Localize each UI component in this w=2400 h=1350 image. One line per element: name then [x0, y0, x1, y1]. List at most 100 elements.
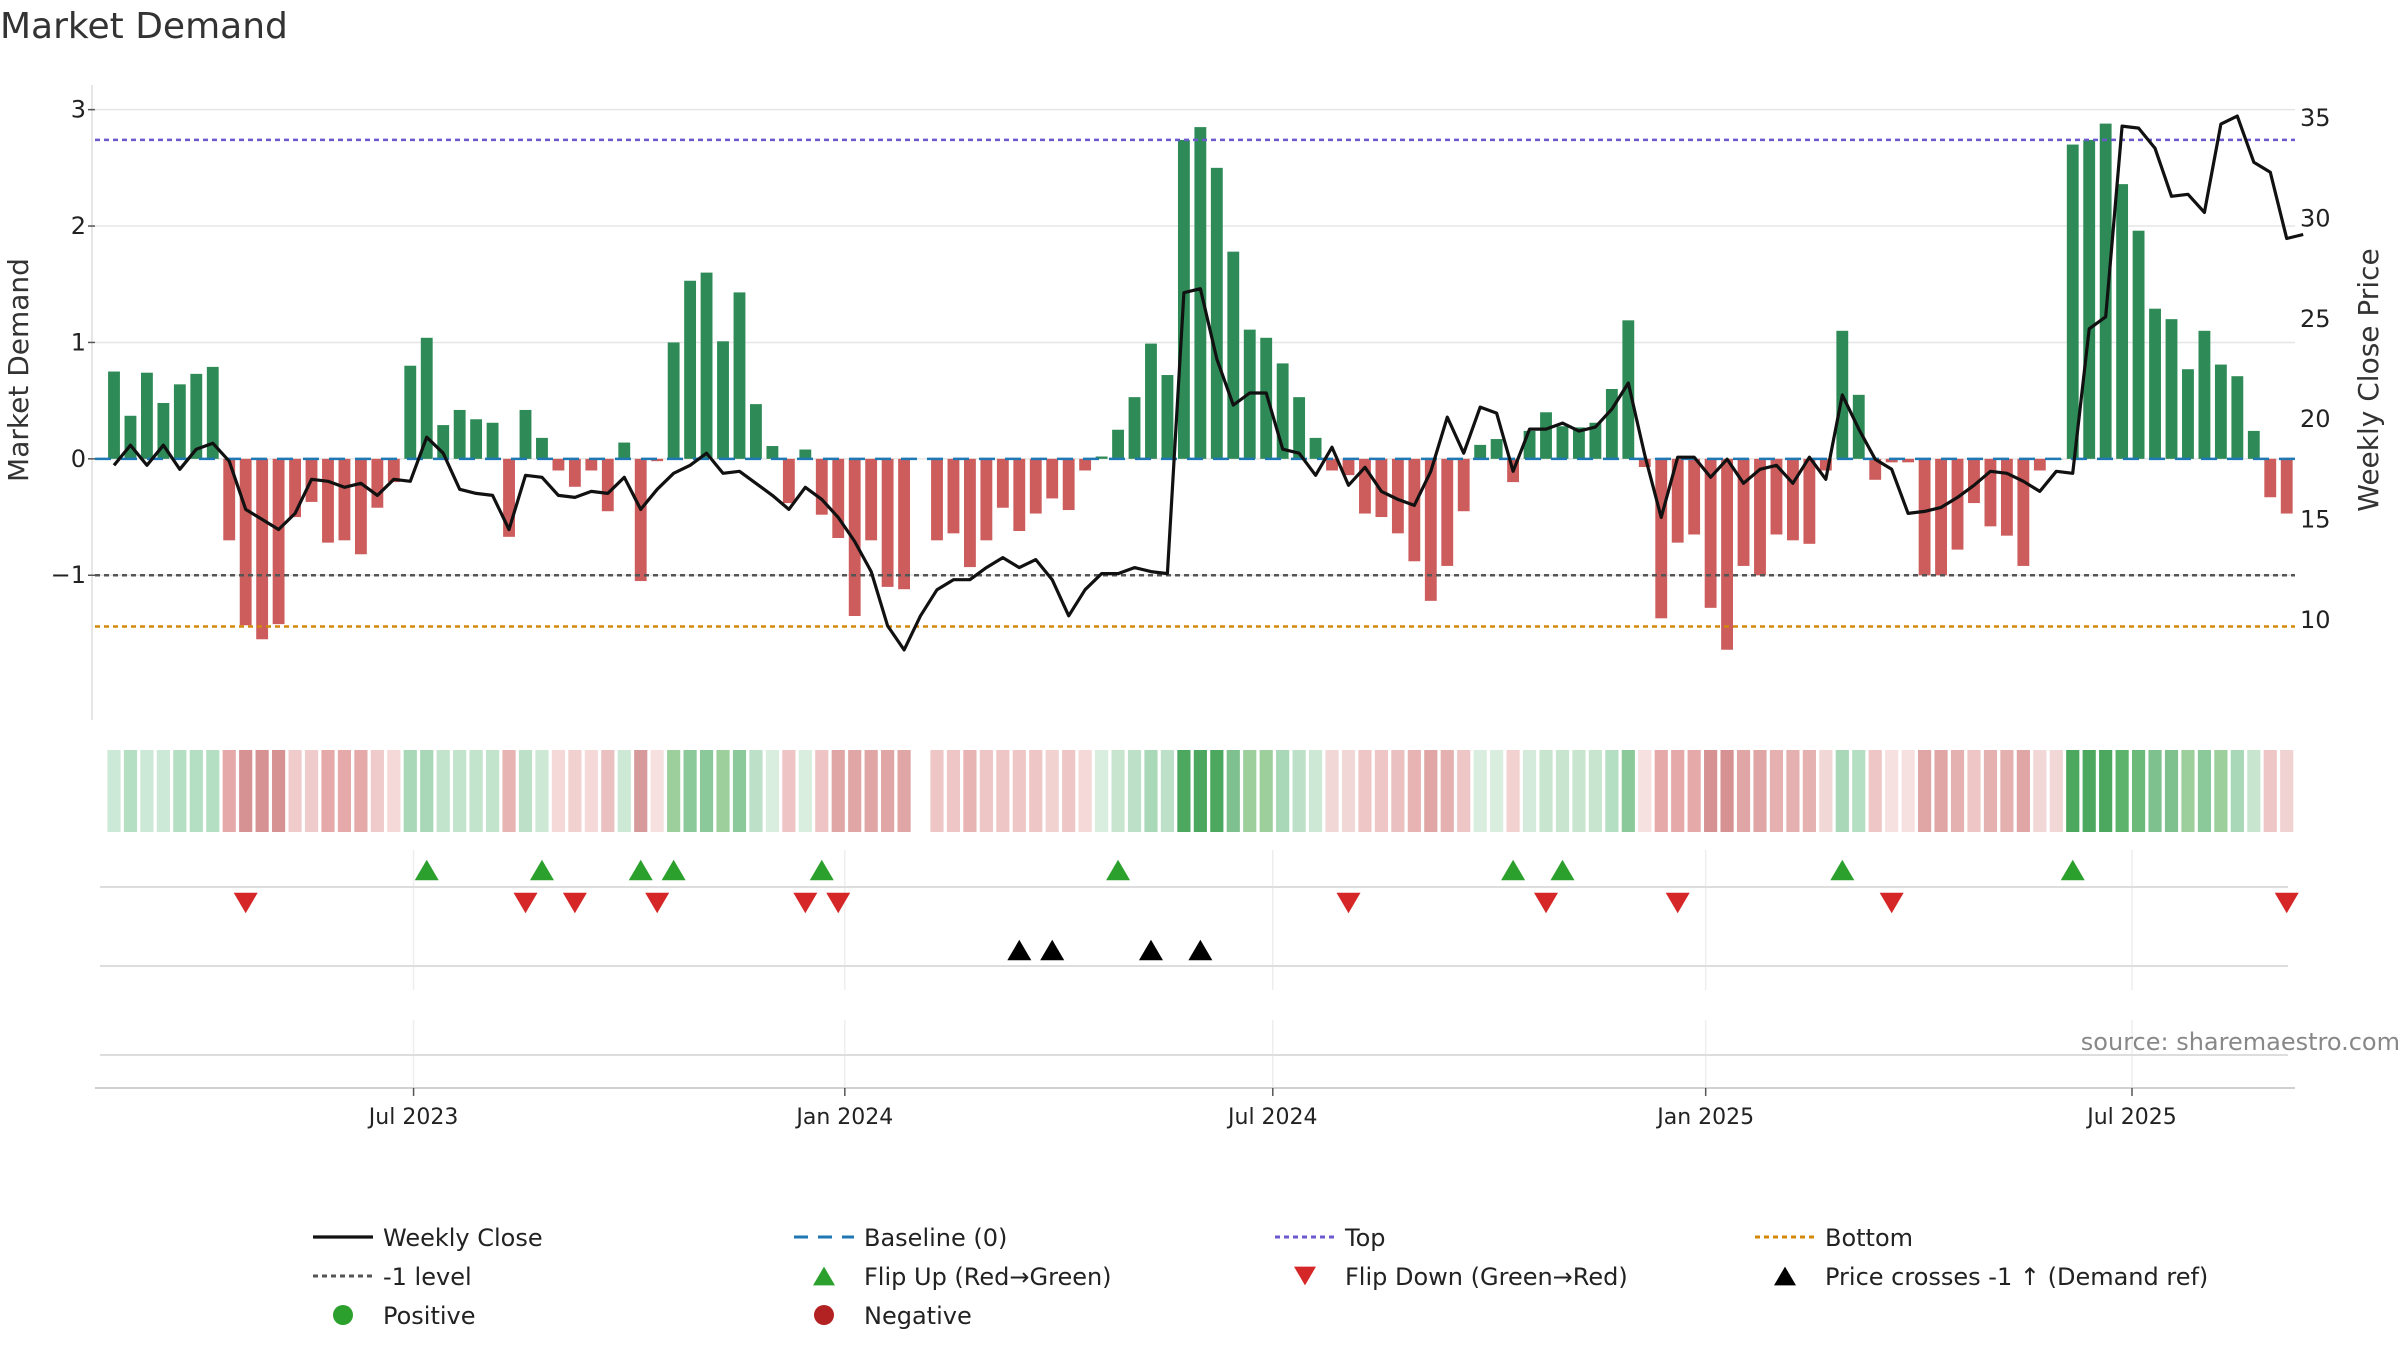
- strip-cell: [2230, 750, 2244, 832]
- demand-bar: [2116, 184, 2129, 459]
- demand-bar: [2149, 308, 2161, 459]
- demand-bar: [799, 449, 812, 459]
- price-cross-marker: [1040, 939, 1065, 961]
- strip-cell: [469, 750, 483, 832]
- flip-up-marker: [1550, 859, 1575, 881]
- demand-bar: [996, 458, 1009, 508]
- strip-cell: [1819, 750, 1833, 832]
- x-tick-label: Jan 2024: [794, 1105, 893, 1130]
- demand-bar: [536, 437, 548, 459]
- strip-cell: [1671, 750, 1685, 832]
- legend-label: Price crosses -1 ↑ (Demand ref): [1825, 1263, 2208, 1291]
- strip-cell: [107, 750, 121, 832]
- strip-cell: [765, 750, 779, 832]
- strip-cell: [1555, 750, 1570, 832]
- strip-cell: [1308, 750, 1323, 832]
- strip-cell: [140, 750, 154, 832]
- reference-levels: [95, 138, 2295, 628]
- strip-cell: [1473, 750, 1487, 832]
- strip-cell: [1210, 750, 1224, 832]
- flip-down-marker: [793, 892, 818, 914]
- legend-label: Flip Down (Green→Red): [1345, 1263, 1628, 1291]
- demand-bar: [190, 373, 203, 459]
- strip-cell: [749, 750, 763, 832]
- demand-bar: [1062, 458, 1075, 511]
- strip-cell: [370, 750, 384, 832]
- strip-cell: [1226, 750, 1240, 832]
- flip-up-marker: [1830, 859, 1855, 881]
- demand-bar: [1375, 458, 1388, 518]
- flip-up-marker: [414, 859, 439, 881]
- strip-cell: [2033, 750, 2047, 832]
- flip-down-marker: [233, 892, 258, 914]
- demand-bar: [1145, 343, 1157, 459]
- demand-bar: [1803, 458, 1816, 544]
- legend-label: -1 level: [383, 1263, 472, 1291]
- demand-bar: [503, 458, 515, 537]
- strip-cell: [2263, 750, 2277, 832]
- strip-cell: [1243, 750, 1257, 832]
- demand-bar: [2182, 369, 2194, 459]
- strip-cell: [1572, 750, 1586, 832]
- demand-bar: [865, 458, 878, 541]
- demand-bar: [108, 371, 120, 459]
- strip-cell: [1259, 750, 1273, 832]
- strip-cell: [502, 750, 516, 832]
- demand-bar: [1556, 426, 1569, 459]
- demand-bar: [1474, 444, 1487, 459]
- demand-bar: [1984, 458, 1997, 527]
- demand-bar: [1276, 363, 1289, 459]
- demand-bar: [766, 446, 779, 459]
- legend-label: Bottom: [1825, 1224, 1913, 1252]
- strip-cell: [1983, 750, 1998, 832]
- demand-bar: [371, 458, 384, 508]
- strip-cell: [2016, 750, 2030, 832]
- demand-bar: [338, 458, 351, 541]
- strip-cell: [1374, 750, 1389, 832]
- demand-bar: [963, 458, 976, 568]
- strip-cell: [667, 750, 681, 832]
- strip-cell: [173, 750, 187, 832]
- strip-cell: [1802, 750, 1816, 832]
- legend-item: Top: [1275, 1224, 1386, 1252]
- demand-bar: [1638, 458, 1651, 467]
- strip-cell: [1391, 750, 1405, 832]
- demand-bar: [1688, 458, 1701, 535]
- strip-cell: [864, 750, 878, 832]
- demand-bar: [2165, 319, 2178, 459]
- strip-cell: [1704, 750, 1718, 832]
- x-axis-ticks: Jul 2023 Jan 2024 Jul 2024 Jan 2025 Jul 2025: [367, 1088, 2177, 1130]
- source-note: source: sharemaestro.com: [2081, 1028, 2400, 1056]
- strip-cell: [518, 750, 533, 832]
- demand-bar: [782, 458, 795, 504]
- x-tick-label: Jul 2025: [2085, 1105, 2177, 1130]
- strip-cell: [1177, 750, 1191, 832]
- strip-cell: [601, 750, 615, 832]
- legend-item: Negative: [814, 1302, 972, 1330]
- strip-cell: [304, 750, 319, 832]
- strip-cell: [403, 750, 417, 832]
- legend-swatch-circle: [333, 1305, 353, 1325]
- demand-bar: [1573, 427, 1585, 459]
- strip-cell: [1029, 750, 1043, 832]
- legend-item: Weekly Close: [313, 1224, 543, 1252]
- strip-cell: [272, 750, 286, 832]
- flip-up-marker: [1501, 859, 1526, 881]
- demand-bar: [420, 337, 433, 459]
- demand-bar: [1523, 430, 1536, 459]
- strip-cell: [1522, 750, 1537, 832]
- legend-item: Baseline (0): [794, 1224, 1007, 1252]
- strip-cell: [1654, 750, 1668, 832]
- flip-down-marker: [645, 892, 670, 914]
- strip-cell: [848, 750, 862, 832]
- strip-cell: [1358, 750, 1372, 832]
- legend-item: Bottom: [1755, 1224, 1913, 1252]
- demand-bar: [1885, 458, 1898, 463]
- strip-cell: [535, 750, 549, 832]
- strip-cell: [222, 750, 236, 832]
- demand-bar: [1457, 458, 1470, 512]
- strip-cell: [1638, 750, 1652, 832]
- demand-bar: [173, 384, 186, 459]
- strip-cell: [881, 750, 895, 832]
